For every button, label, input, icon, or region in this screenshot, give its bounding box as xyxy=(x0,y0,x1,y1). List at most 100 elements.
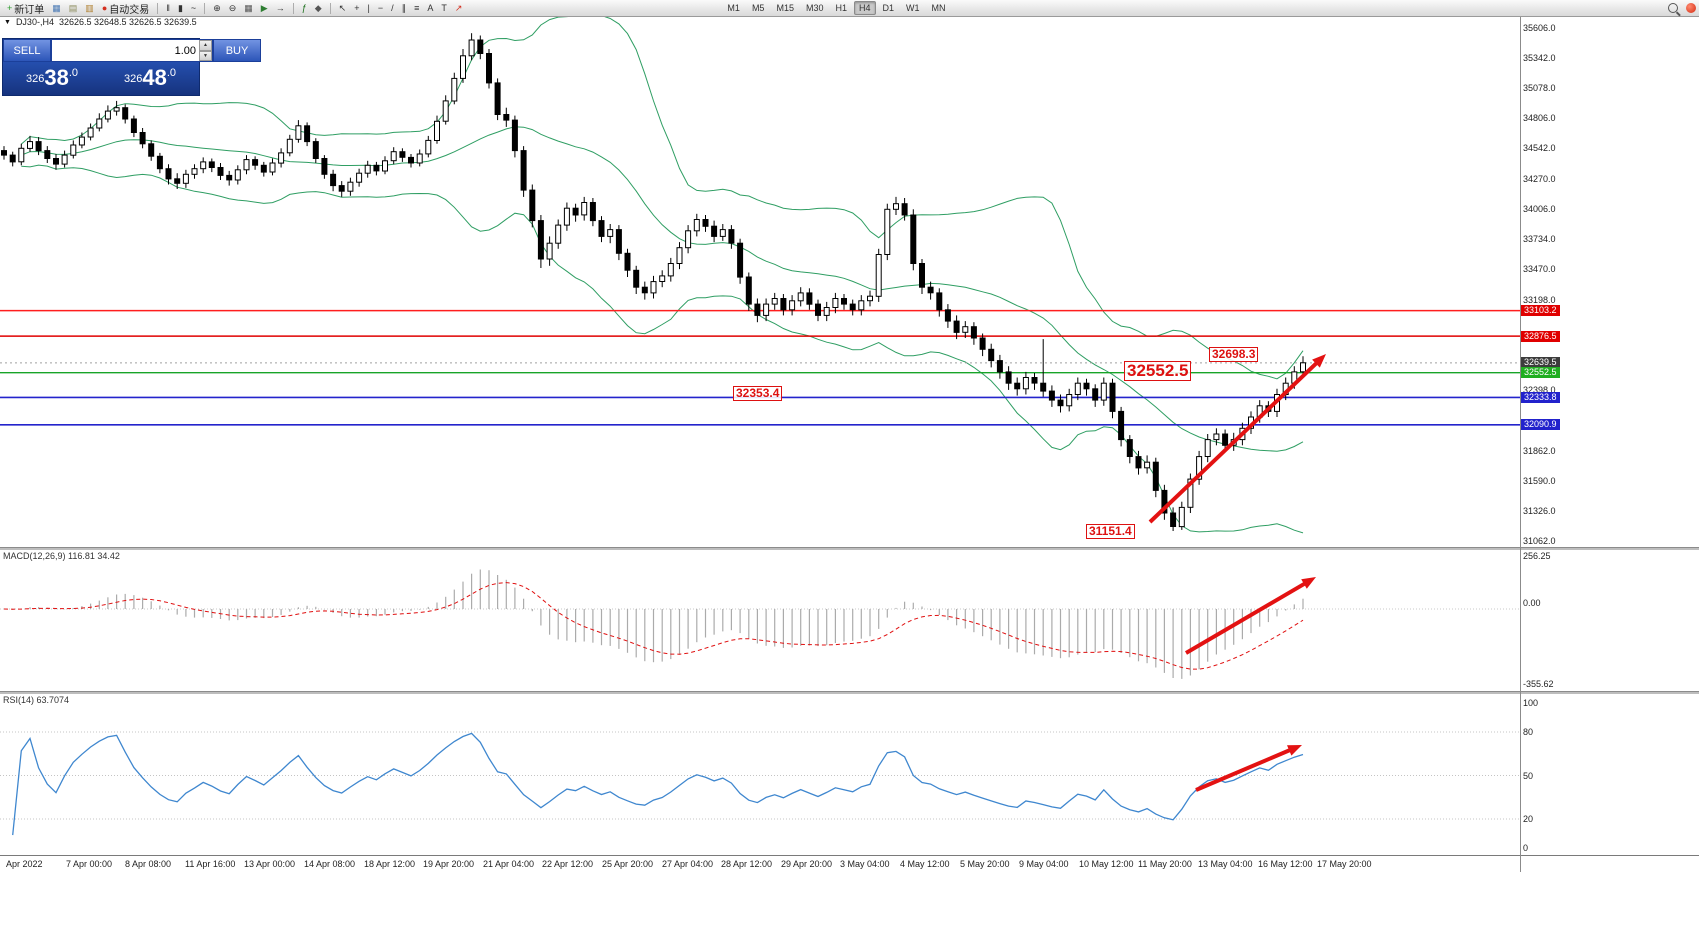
crosshair-icon[interactable]: + xyxy=(351,0,362,16)
fibonacci-icon[interactable]: ≡ xyxy=(411,0,422,16)
text-icon[interactable]: A xyxy=(424,0,436,16)
lot-size-box: ▲ ▼ xyxy=(51,39,213,62)
history-center-icon[interactable]: ▥ xyxy=(82,0,97,16)
timeframe-button-w1[interactable]: W1 xyxy=(906,3,920,13)
rsi-trend-arrow xyxy=(1195,745,1302,792)
time-axis[interactable]: Apr 2022 7 Apr 00:00 8 Apr 08:00 11 Apr 16:… xyxy=(0,855,1699,873)
rsi-axis-label: 50 xyxy=(1523,771,1534,781)
lot-size-input[interactable] xyxy=(52,40,199,61)
price-level-tag: 32333.8 xyxy=(1521,392,1560,403)
buy-button[interactable]: BUY xyxy=(213,39,261,62)
toolbar-separator xyxy=(292,2,294,14)
sell-button[interactable]: SELL xyxy=(3,39,51,62)
crosshair-icon-glyph: + xyxy=(354,2,360,13)
cursor-icon[interactable]: ↖ xyxy=(336,0,350,16)
horizontal-line-icon-glyph: − xyxy=(377,2,384,13)
timeframe-button-group: M1 M5 M15 M30 H1 H4 D1 W1 MN xyxy=(721,1,951,15)
indicators-icon[interactable]: ƒ xyxy=(299,0,310,16)
chart-macd-splitter[interactable] xyxy=(0,547,1699,550)
record-icon[interactable] xyxy=(1686,3,1696,13)
time-axis-label: 28 Apr 12:00 xyxy=(721,859,773,869)
time-axis-label: 4 May 12:00 xyxy=(900,859,950,869)
rsi-panel: RSI(14) 63.7074 xyxy=(0,693,1699,855)
profiles-icon[interactable]: ▤ xyxy=(66,0,81,16)
price-axis-tick: 33198.0 xyxy=(1523,295,1556,305)
chart-window-icon[interactable]: ▦ xyxy=(49,0,64,16)
sell-price-display[interactable]: 326 38.0 xyxy=(3,64,101,92)
cursor-icon-glyph: ↖ xyxy=(338,2,347,13)
toolbar-separator xyxy=(204,2,206,14)
price-axis-tick: 34542.0 xyxy=(1523,143,1556,153)
macd-rsi-splitter[interactable] xyxy=(0,691,1699,694)
buy-price-big-digits: 48 xyxy=(142,64,167,90)
macd-chart-canvas[interactable] xyxy=(0,549,1520,691)
buy-price-display[interactable]: 326 48.0 xyxy=(101,64,199,92)
timeframe-button-m30[interactable]: M30 xyxy=(805,3,824,13)
trendline-icon-glyph: / xyxy=(391,2,394,13)
toolbar-separator xyxy=(157,2,159,14)
candlestick-chart-icon[interactable]: ▮ xyxy=(175,0,186,16)
horizontal-level-lines xyxy=(0,309,1520,426)
text-icon-glyph: A xyxy=(427,2,434,13)
time-axis-label: 7 Apr 00:00 xyxy=(66,859,113,869)
price-axis-tick: 35606.0 xyxy=(1523,23,1556,33)
tile-windows-icon[interactable]: ▦ xyxy=(241,0,256,16)
time-axis-label: 22 Apr 12:00 xyxy=(542,859,594,869)
time-axis-label: 16 May 12:00 xyxy=(1258,859,1313,869)
vertical-line-icon[interactable]: | xyxy=(364,0,372,16)
new-order-button[interactable]: + 新订单 xyxy=(4,0,47,16)
price-axis-tick: 32398.0 xyxy=(1523,385,1556,395)
timeframe-button-m5[interactable]: M5 xyxy=(751,3,765,13)
line-chart-icon[interactable]: ~ xyxy=(188,0,199,16)
search-icon[interactable] xyxy=(1668,3,1678,13)
price-axis-tick: 31326.0 xyxy=(1523,506,1556,516)
toolbar-right-group xyxy=(1668,3,1699,13)
timeframes-icon-glyph: ◆ xyxy=(314,2,322,13)
chart-shift-icon[interactable]: → xyxy=(273,0,288,16)
time-axis-label: 8 Apr 08:00 xyxy=(125,859,172,869)
zoom-in-icon[interactable]: ⊕ xyxy=(210,0,224,16)
lot-increase-button[interactable]: ▲ xyxy=(199,40,212,51)
timeframe-button-d1[interactable]: D1 xyxy=(882,3,895,13)
timeframe-button-mn[interactable]: MN xyxy=(931,3,946,13)
horizontal-line-icon[interactable]: − xyxy=(375,0,386,16)
rsi-axis-label: 80 xyxy=(1523,727,1534,737)
price-axis[interactable]: 35606.0 35342.0 35078.0 34806.0 34542.0 34270… xyxy=(1521,0,1581,936)
arrows-icon[interactable]: ↗ xyxy=(452,0,466,16)
lot-decrease-button[interactable]: ▼ xyxy=(199,50,212,61)
time-axis-label: 10 May 12:00 xyxy=(1079,859,1134,869)
zoom-out-icon[interactable]: ⊖ xyxy=(226,0,240,16)
time-axis-label: 19 Apr 20:00 xyxy=(423,859,475,869)
auto-scroll-icon[interactable]: ▶ xyxy=(258,0,271,16)
timeframe-button-h1[interactable]: H1 xyxy=(835,3,847,13)
time-axis-label: 13 Apr 00:00 xyxy=(244,859,296,869)
one-click-collapse-arrow[interactable]: ▼ xyxy=(4,18,11,26)
time-axis-label: 9 May 04:00 xyxy=(1019,859,1069,869)
price-axis-tick: 34806.0 xyxy=(1523,113,1556,123)
label-icon[interactable]: T xyxy=(438,0,450,16)
bar-chart-icon[interactable]: ‖ xyxy=(163,0,173,16)
timeframe-button-h4[interactable]: H4 xyxy=(854,1,876,15)
candlestick-chart-canvas[interactable] xyxy=(0,16,1520,547)
trendline-icon[interactable]: / xyxy=(388,0,397,16)
line-chart-icon-glyph: ~ xyxy=(190,2,197,13)
toolbar-separator xyxy=(329,2,331,14)
timeframe-button-m15[interactable]: M15 xyxy=(776,3,794,13)
sell-price-decimals: .0 xyxy=(68,66,79,79)
channel-icon[interactable]: ∥ xyxy=(399,0,410,16)
bollinger-bands xyxy=(20,16,1304,534)
price-axis-tick: 34006.0 xyxy=(1523,204,1556,214)
auto-trading-button[interactable]: ● 自动交易 xyxy=(99,0,152,16)
chart-title: ▼ DJ30-,H4 32626.5 32648.5 32626.5 32639… xyxy=(4,17,197,27)
timeframe-button-m1[interactable]: M1 xyxy=(727,3,740,13)
bar-chart-icon-glyph: ‖ xyxy=(166,2,170,13)
price-axis-tick: 31590.0 xyxy=(1523,476,1556,486)
sell-price-big-digits: 38 xyxy=(44,64,69,90)
rsi-axis-label: 100 xyxy=(1523,698,1539,708)
macd-axis-label: 0.00 xyxy=(1523,598,1541,608)
chart-shift-icon-glyph: → xyxy=(275,2,285,13)
rsi-chart-canvas[interactable] xyxy=(0,693,1520,855)
timeframes-icon[interactable]: ◆ xyxy=(312,0,325,16)
price-level-tag: 32090.9 xyxy=(1521,419,1560,430)
